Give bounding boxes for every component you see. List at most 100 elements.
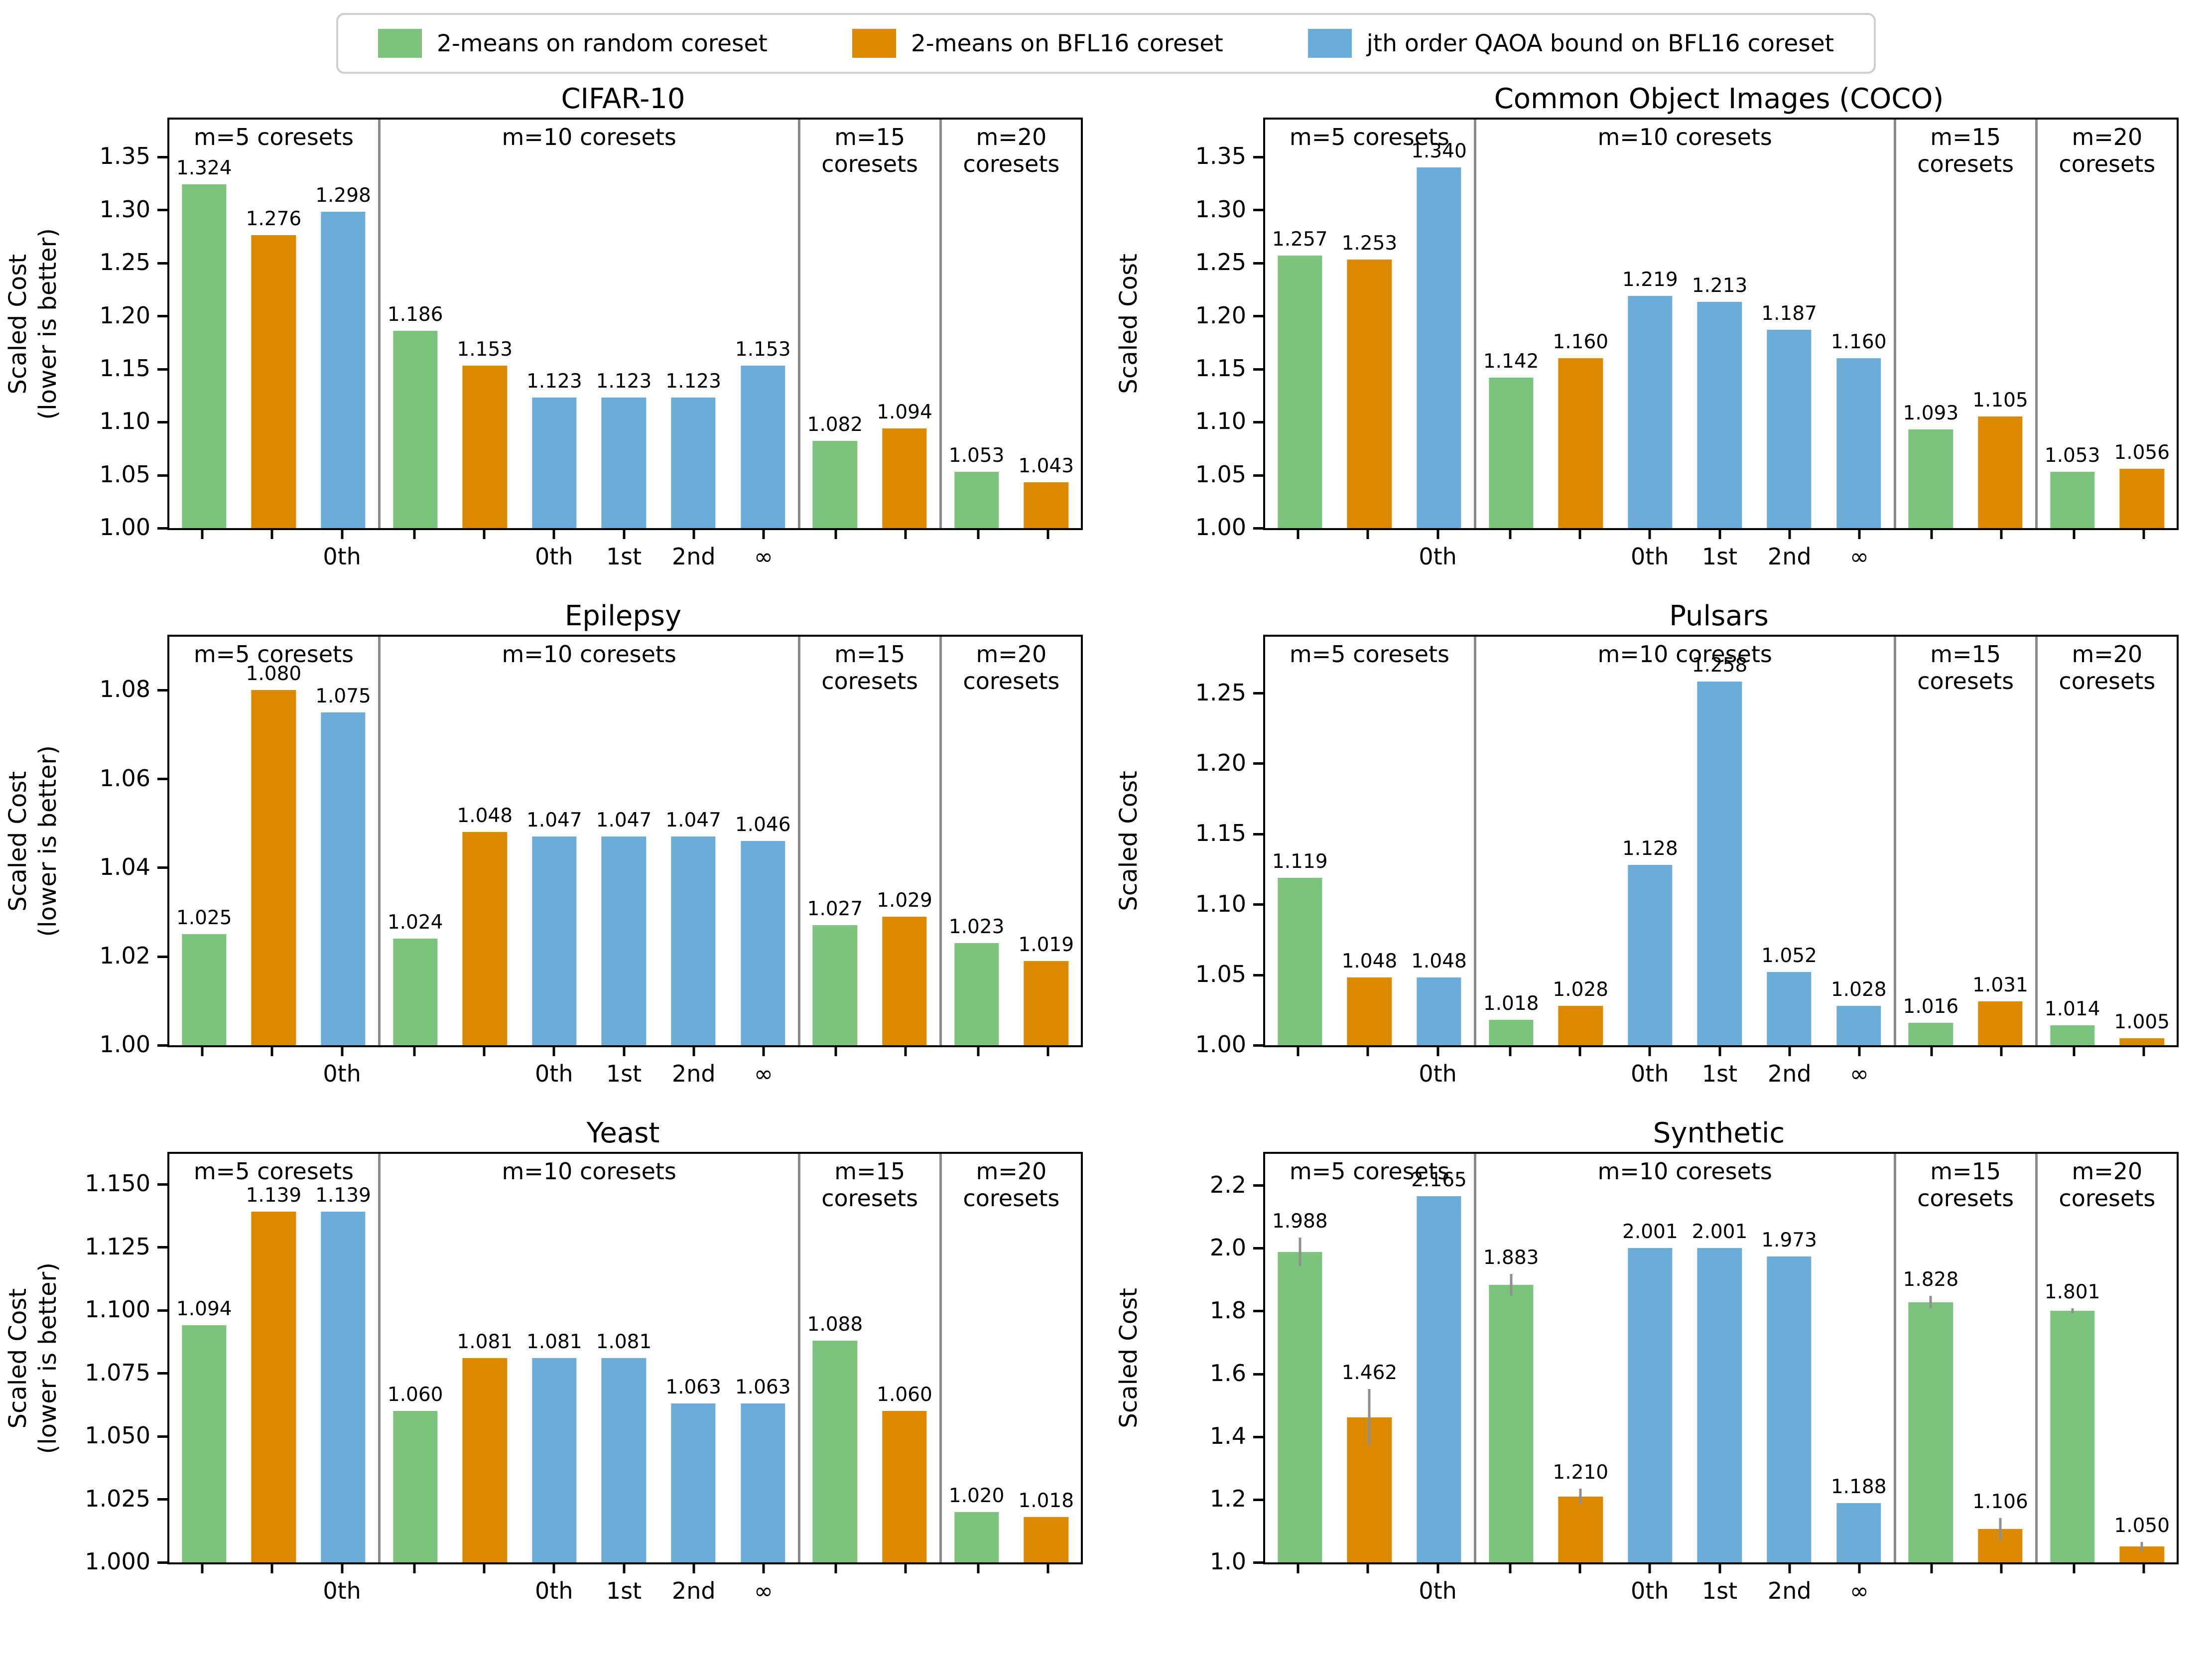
bar-value-label: 1.023 bbox=[948, 916, 1005, 938]
subplot-pulsars: Pulsars Scaled Cost 1.00 1.05 1.10 1.15 1.20 1.… bbox=[1104, 598, 2200, 1115]
bar-value-label: 1.088 bbox=[807, 1313, 863, 1336]
x-axis: 0th 0th 1st 2nd ∞ bbox=[167, 1564, 1083, 1622]
y-tick-mark bbox=[157, 689, 167, 692]
bar-value-label: 1.075 bbox=[315, 685, 371, 707]
x-tick-mark bbox=[623, 530, 625, 539]
bar-random bbox=[954, 1512, 999, 1562]
error-bar bbox=[1368, 1388, 1371, 1446]
bar-slot: 2.001 bbox=[1615, 1154, 1685, 1562]
x-tick-mark bbox=[270, 530, 273, 539]
legend-label: 2-means on random coreset bbox=[436, 29, 768, 57]
y-axis-label-text: Scaled Cost bbox=[1115, 771, 1143, 911]
bar-bfl16 bbox=[462, 1358, 507, 1562]
x-tick-label: 1st bbox=[1701, 1577, 1738, 1604]
y-tick-label: 1.25 bbox=[1195, 249, 1246, 276]
section-4: m=20 coresets 1.023 1.019 bbox=[939, 637, 1081, 1045]
bar-value-label: 1.053 bbox=[2044, 444, 2100, 467]
y-tick-mark bbox=[1253, 1247, 1263, 1250]
x-tick-mark bbox=[483, 1564, 486, 1573]
section-1: m=5 coresets 1.988 1.462 2.165 bbox=[1265, 1154, 1474, 1562]
x-tick-label: 2nd bbox=[1767, 543, 1812, 570]
y-tick-label: 1.06 bbox=[99, 764, 150, 792]
y-axis-label: Scaled Cost (lower is better) bbox=[4, 635, 62, 1047]
bar-bfl16 bbox=[882, 916, 927, 1045]
bar-value-label: 1.094 bbox=[877, 401, 932, 423]
x-tick-label: 0th bbox=[323, 1060, 361, 1087]
y-tick-mark bbox=[157, 262, 167, 265]
bar-value-label: 1.027 bbox=[807, 898, 863, 921]
bar-qaoa bbox=[321, 212, 366, 528]
bar-bfl16 bbox=[1558, 1005, 1603, 1045]
x-tick-mark bbox=[2000, 530, 2003, 539]
bar-slot: 1.028 bbox=[1546, 637, 1615, 1045]
x-tick-label: 0th bbox=[1419, 543, 1457, 570]
y-axis-label: Scaled Cost bbox=[1104, 118, 1154, 530]
y-tick-label: 1.0 bbox=[1209, 1548, 1246, 1575]
y-axis: 1.00 1.05 1.10 1.15 1.20 1.25 1.30 1.35 bbox=[1154, 118, 1263, 541]
section-3: m=15 coresets 1.027 1.029 bbox=[797, 637, 939, 1045]
x-tick-mark bbox=[904, 1047, 907, 1056]
bar-value-label: 1.014 bbox=[2044, 998, 2100, 1021]
x-tick-mark bbox=[692, 1564, 695, 1573]
bar-slot: 1.462 bbox=[1335, 1154, 1405, 1562]
bar-value-label: 1.018 bbox=[1483, 992, 1539, 1015]
x-tick-label: 1st bbox=[1701, 543, 1738, 570]
bar-slot: 1.105 bbox=[1965, 120, 2035, 528]
x-tick-label: 0th bbox=[535, 1577, 573, 1604]
y-tick-mark bbox=[1253, 262, 1263, 265]
error-bar bbox=[1579, 1488, 1582, 1505]
error-bar bbox=[1510, 1273, 1513, 1296]
x-tick-mark bbox=[1858, 1564, 1861, 1573]
x-tick-label: ∞ bbox=[1849, 543, 1869, 570]
bar-slot: 1.056 bbox=[2107, 120, 2177, 528]
x-tick-mark bbox=[1930, 530, 1933, 539]
bar-value-label: 1.048 bbox=[1411, 950, 1467, 973]
bar-value-label: 1.048 bbox=[1341, 950, 1398, 973]
bar-slot: 1.257 bbox=[1265, 120, 1335, 528]
bar-qaoa bbox=[532, 398, 577, 528]
x-tick-mark bbox=[1648, 1047, 1651, 1056]
y-axis-label-text: Scaled Cost (lower is better) bbox=[4, 1262, 62, 1454]
bar-qaoa bbox=[601, 836, 647, 1045]
bar-value-label: 1.081 bbox=[596, 1331, 652, 1353]
y-tick-label: 1.04 bbox=[99, 853, 150, 880]
bar-value-label: 1.047 bbox=[526, 809, 582, 832]
y-axis-label-text: Scaled Cost bbox=[1115, 1288, 1143, 1428]
bar-value-label: 1.031 bbox=[1972, 974, 2028, 997]
bar-slot: 1.883 bbox=[1476, 1154, 1546, 1562]
section-2: m=10 coresets 1.883 1.210 2.001 2.001 1.973 1.… bbox=[1473, 1154, 1894, 1562]
section-2: m=10 coresets 1.024 1.048 1.047 1.047 1.047 1.… bbox=[378, 637, 798, 1045]
x-tick-label: 0th bbox=[535, 543, 573, 570]
y-tick-mark bbox=[1253, 762, 1263, 765]
y-tick-label: 1.20 bbox=[99, 301, 150, 329]
section-4: m=20 coresets 1.020 1.018 bbox=[939, 1154, 1081, 1562]
bar-slot: 1.153 bbox=[450, 120, 520, 528]
bar-slot: 1.828 bbox=[1896, 1154, 1966, 1562]
bar-random bbox=[182, 934, 227, 1045]
section-2: m=10 coresets 1.142 1.160 1.219 1.213 1.187 1.… bbox=[1473, 120, 1894, 528]
x-tick-label: 2nd bbox=[671, 1060, 716, 1087]
y-tick-label: 1.35 bbox=[99, 142, 150, 170]
bar-qaoa bbox=[741, 1403, 785, 1562]
x-tick-mark bbox=[977, 1047, 980, 1056]
bar-qaoa bbox=[1628, 295, 1673, 528]
bar-random bbox=[1278, 255, 1322, 528]
x-tick-label: 2nd bbox=[1767, 1577, 1812, 1604]
bar-slot: 1.047 bbox=[589, 637, 659, 1045]
section-3: m=15 coresets 1.093 1.105 bbox=[1893, 120, 2035, 528]
bar-value-label: 1.047 bbox=[665, 809, 721, 832]
x-tick-mark bbox=[1648, 530, 1651, 539]
x-tick-label: 0th bbox=[323, 1577, 361, 1604]
y-tick-label: 1.15 bbox=[1195, 820, 1246, 847]
plot-area: m=5 coresets 1.094 1.139 1.139 m=10 coresets… bbox=[167, 1152, 1083, 1564]
bar-value-label: 1.160 bbox=[1553, 331, 1609, 354]
y-tick-mark bbox=[1253, 1044, 1263, 1047]
y-axis: 1.000 1.025 1.050 1.075 1.100 1.125 1.150 bbox=[58, 1152, 167, 1575]
x-tick-mark bbox=[1858, 530, 1861, 539]
bar-bfl16 bbox=[462, 366, 507, 528]
chart-title: Common Object Images (COCO) bbox=[1494, 83, 1944, 115]
y-tick-mark bbox=[1253, 973, 1263, 976]
error-bar bbox=[2140, 1542, 2143, 1551]
x-tick-mark bbox=[1718, 1047, 1721, 1056]
bar-qaoa bbox=[1767, 972, 1812, 1045]
